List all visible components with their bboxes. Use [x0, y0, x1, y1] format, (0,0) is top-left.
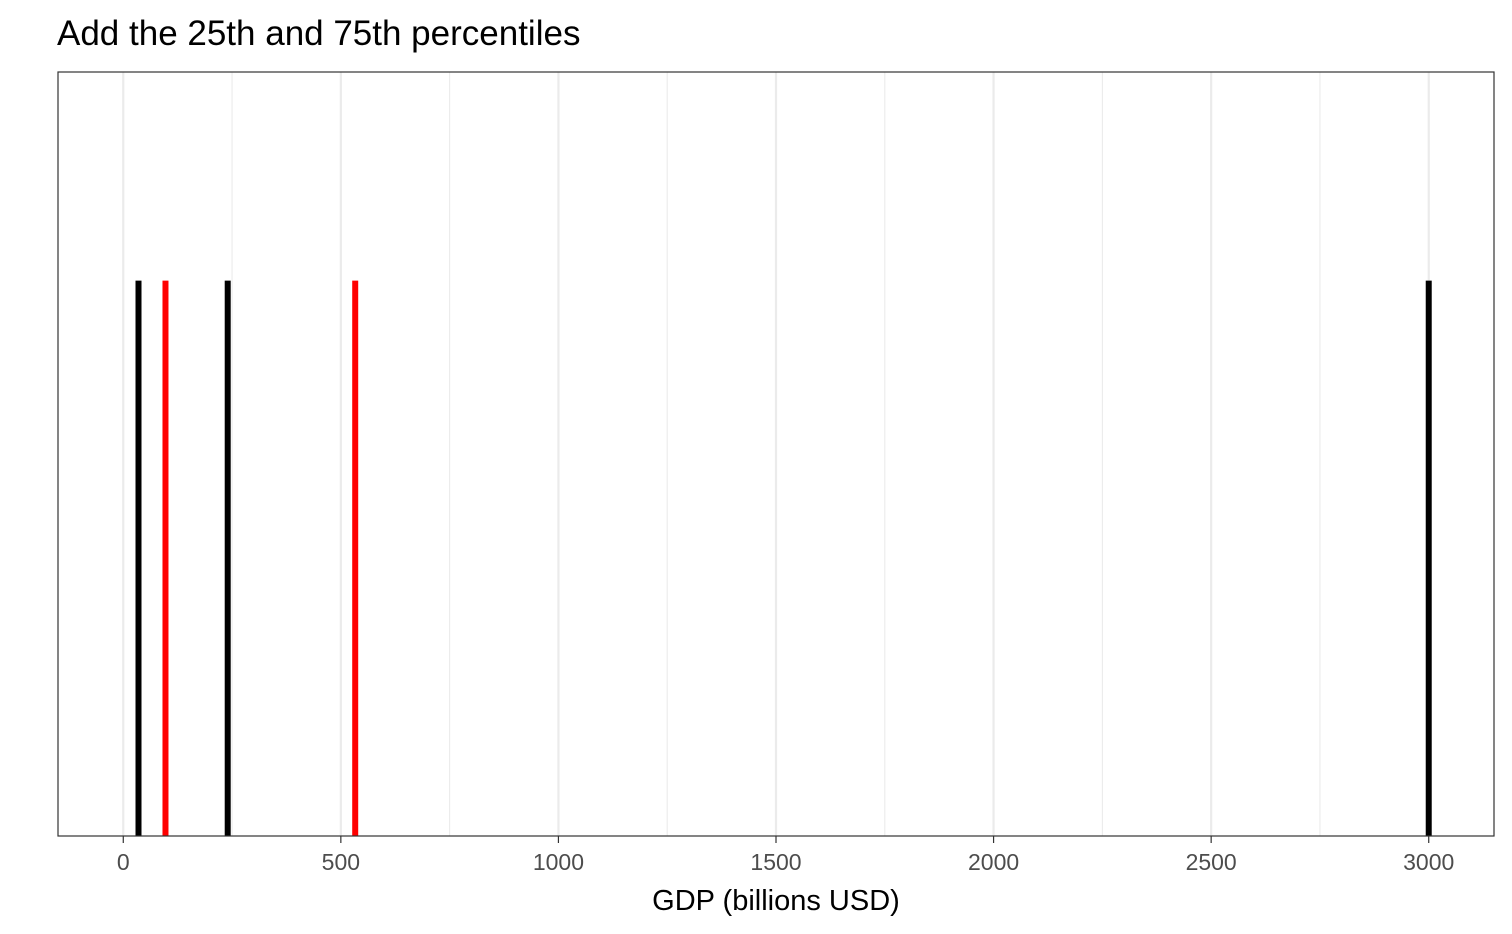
x-axis-title: GDP (billions USD) — [652, 885, 900, 917]
x-tick-label: 0 — [117, 849, 130, 875]
x-tick-label: 1000 — [533, 849, 584, 875]
chart-title: Add the 25th and 75th percentiles — [57, 14, 580, 53]
major-gridlines — [122, 72, 1430, 836]
x-tick-label: 500 — [322, 849, 360, 875]
x-tick-label: 3000 — [1403, 849, 1454, 875]
percentile-segments — [135, 280, 1432, 836]
x-axis-tick-labels: 0 500 1000 1500 2000 2500 3000 — [117, 849, 1454, 875]
x-tick-label: 2500 — [1186, 849, 1237, 875]
x-tick-label: 2000 — [968, 849, 1019, 875]
minor-gridlines — [231, 72, 1321, 836]
x-tick-label: 1500 — [750, 849, 801, 875]
x-axis-ticks — [122, 836, 1430, 843]
